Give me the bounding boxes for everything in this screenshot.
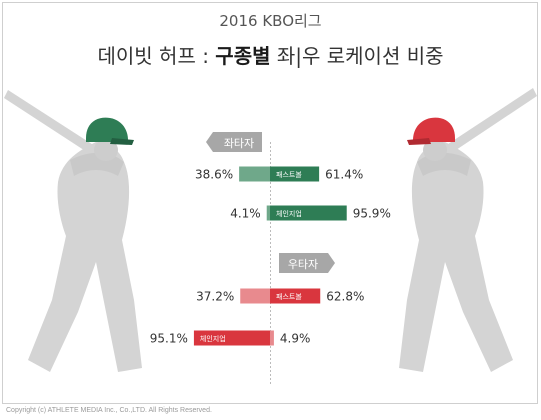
right-batter-figure [399,88,537,372]
title-bold: 구종별 [215,44,271,68]
bar-right-g0-r1 [270,205,347,221]
bar-right-g1-r0 [270,288,321,304]
category-label-g1-r0: 패스트볼 [276,292,302,301]
left-helmet-brim [110,138,134,145]
category-label-g0-r0: 패스트볼 [276,170,302,179]
value-label-left-g1-r0: 37.2% [196,290,234,304]
frame [2,2,538,404]
bar-right-g0-r0 [270,166,320,182]
category-label-g0-r1: 체인지업 [276,209,302,218]
left-batter-body [28,142,142,372]
value-label-left-g0-r1: 4.1% [230,207,261,221]
bar-left-g0-r1 [266,205,270,221]
bar-left-g1-r1 [193,330,270,346]
left-batter-figure [4,90,142,372]
right-batter-head [423,139,447,161]
copyright: Copyright (c) ATHLETE MEDIA Inc., Co.,LT… [6,407,212,414]
bars: 38.6% 61.4% 패스트볼 4.1% 95.9% 체인지업 37.2% 62.8% 패스트… [150,166,391,346]
right-helmet [413,117,455,142]
left-batter-label: 좌타자 [224,137,254,150]
bar-left-g1-r0 [240,288,270,304]
group-right-batter-arrow: 우타자 [279,253,335,273]
right-bat [442,88,537,156]
left-batter-arrow-shape [206,132,262,152]
group-left-batter-arrow: 좌타자 [206,132,262,152]
bar-right-g1-r1 [270,330,274,346]
value-label-right-g1-r0: 62.8% [326,290,364,304]
left-helmet [86,117,128,142]
value-label-right-g0-r0: 61.4% [325,168,363,182]
chart-title: 데이빗 허프 : 구종별 좌|우 로케이션 비중 [0,40,541,69]
category-label-g1-r1: 체인지업 [200,334,226,343]
value-label-left-g0-r0: 38.6% [195,168,233,182]
left-batter-head [94,139,118,161]
value-label-right-g1-r1: 4.9% [280,332,311,346]
subtitle: 2016 KBO리그 [219,12,322,30]
right-batter-body [399,142,513,372]
right-batter-arrow-shape [279,253,335,273]
value-label-left-g1-r1: 95.1% [150,332,188,346]
title-suffix: 좌|우 로케이션 비중 [270,44,444,68]
right-helmet-brim [407,138,431,145]
bar-left-g0-r0 [239,166,270,182]
right-batter-label: 우타자 [288,258,318,271]
value-label-right-g0-r1: 95.9% [353,207,391,221]
title-prefix: 데이빗 허프 : [97,44,216,68]
left-bat [4,90,98,156]
